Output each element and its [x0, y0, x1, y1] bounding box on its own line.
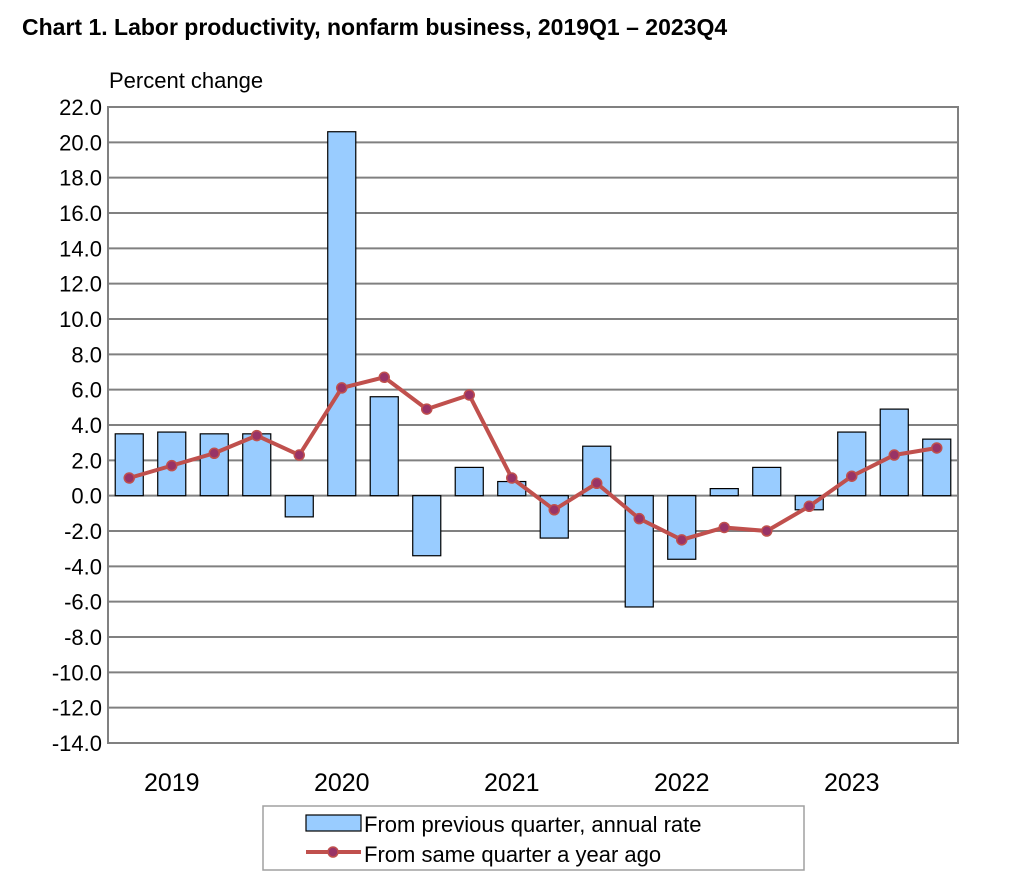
- bar-2021Q1: [454, 466, 484, 497]
- line-path: [128, 375, 938, 542]
- y-tick-label: 10.0: [59, 307, 102, 332]
- x-tick-label: 2022: [654, 769, 710, 797]
- y-tick-label: 16.0: [59, 201, 102, 226]
- y-tick-label: -8.0: [64, 625, 102, 650]
- bar-2022Q3: [709, 488, 739, 497]
- gridlines: [108, 106, 958, 744]
- x-tick-label: 2020: [314, 769, 370, 797]
- legend-label-line: From same quarter a year ago: [364, 842, 661, 867]
- bar-2020Q2: [327, 131, 357, 497]
- chart-title: Chart 1. Labor productivity, nonfarm bus…: [22, 14, 728, 40]
- bar-series: [114, 131, 952, 608]
- bar-2019Q1: [114, 433, 144, 497]
- bar-2022Q4: [752, 466, 782, 497]
- point-2020Q3: [378, 371, 390, 384]
- point-2022Q4: [761, 525, 773, 537]
- point-2020Q4: [421, 403, 433, 415]
- point-2019Q4: [251, 429, 263, 442]
- y-tick-label: 22.0: [59, 95, 102, 120]
- y-tick-label: -12.0: [52, 696, 102, 721]
- point-2020Q1: [293, 449, 305, 461]
- point-2022Q3: [718, 521, 730, 534]
- y-tick-label: 14.0: [59, 236, 102, 261]
- point-2020Q2: [336, 382, 348, 394]
- legend: From previous quarter, annual rate From …: [262, 805, 805, 871]
- y-tick-labels: 22.0 20.0 18.0 16.0 14.0 12.0 10.0 8.0 6.0 4.0 2.0…: [52, 95, 102, 756]
- point-2021Q1: [463, 389, 475, 401]
- legend-label-bars: From previous quarter, annual rate: [364, 812, 702, 837]
- bar-2019Q4: [242, 433, 272, 497]
- bar-2020Q4: [412, 495, 442, 557]
- x-tick-label: 2021: [484, 769, 540, 797]
- point-2021Q4: [591, 477, 603, 490]
- x-tick-label: 2023: [824, 769, 880, 797]
- y-tick-label: 8.0: [71, 342, 102, 367]
- bar-2023Q2: [837, 431, 867, 497]
- y-tick-label: -2.0: [64, 519, 102, 544]
- point-2023Q3: [888, 449, 900, 461]
- bar-2020Q3: [369, 396, 399, 497]
- y-axis-label: Percent change: [109, 68, 263, 93]
- y-tick-label: 18.0: [59, 166, 102, 191]
- point-2022Q1: [633, 512, 645, 525]
- y-tick-label: -4.0: [64, 554, 102, 579]
- y-tick-label: -14.0: [52, 731, 102, 756]
- point-2023Q1: [803, 500, 815, 513]
- bar-2022Q2: [667, 495, 697, 560]
- point-2022Q2: [676, 534, 688, 546]
- x-tick-labels: 2019 2020 2021 2022 2023: [144, 769, 880, 797]
- bar-2020Q1: [284, 495, 314, 518]
- point-2021Q2: [506, 472, 518, 484]
- line-series: [123, 371, 943, 546]
- point-2021Q3: [548, 504, 560, 516]
- point-2023Q2: [846, 470, 858, 482]
- y-tick-label: 2.0: [71, 448, 102, 473]
- y-tick-label: -10.0: [52, 660, 102, 685]
- y-tick-label: 20.0: [59, 130, 102, 155]
- bar-2019Q3: [199, 433, 229, 497]
- y-tick-label: 6.0: [71, 378, 102, 403]
- y-tick-label: 4.0: [71, 413, 102, 438]
- y-tick-label: -6.0: [64, 590, 102, 615]
- y-tick-label: 0.0: [71, 484, 102, 509]
- x-tick-label: 2019: [144, 769, 200, 797]
- point-2019Q2: [166, 459, 178, 472]
- legend-bar-swatch: [305, 814, 362, 832]
- point-2019Q3: [208, 447, 220, 460]
- plot-frame: [107, 106, 959, 744]
- y-tick-label: 12.0: [59, 272, 102, 297]
- point-2023Q4: [931, 442, 943, 454]
- point-2019Q1: [123, 472, 135, 484]
- legend-line-marker: [327, 846, 339, 858]
